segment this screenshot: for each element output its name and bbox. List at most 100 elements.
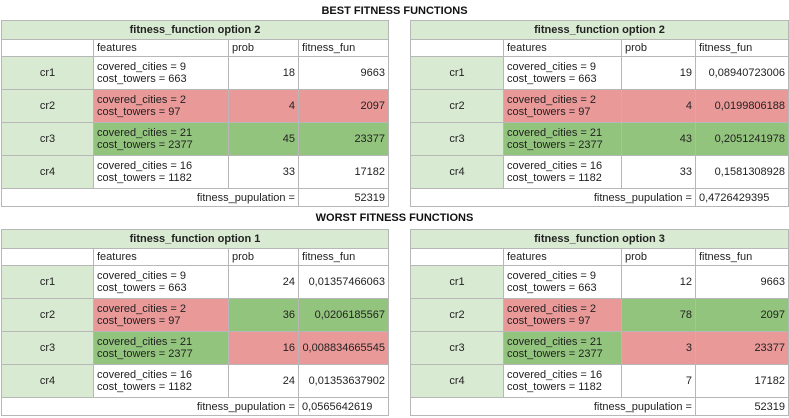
- fitness-cell[interactable]: 9663: [297, 56, 390, 90]
- cr-label[interactable]: cr2: [1, 89, 94, 123]
- cr-label[interactable]: cr4: [1, 364, 94, 398]
- prob-cell[interactable]: 24: [228, 265, 299, 299]
- fitness-cell[interactable]: 0,008834665545: [297, 331, 390, 365]
- cr-label[interactable]: cr1: [410, 265, 504, 299]
- cr-label[interactable]: cr4: [410, 155, 504, 189]
- prob-cell[interactable]: 19: [621, 56, 696, 90]
- fitness-cell[interactable]: 2097: [297, 89, 390, 123]
- fitness-cell[interactable]: 23377: [297, 122, 390, 156]
- cr-label[interactable]: cr4: [1, 155, 94, 189]
- prob-cell[interactable]: 43: [621, 122, 696, 156]
- fitness-population-label[interactable]: fitness_pupulation =: [1, 397, 299, 416]
- cr-label[interactable]: cr1: [410, 56, 504, 90]
- fitness-cell[interactable]: 23377: [694, 331, 789, 365]
- fitness-population-value[interactable]: 0,0565642619: [297, 397, 390, 416]
- table-row: cr1 covered_cities = 9 cost_towers = 663 …: [410, 56, 789, 90]
- prob-cell[interactable]: 4: [621, 89, 696, 123]
- features-cell[interactable]: covered_cities = 16 cost_towers = 1182: [93, 364, 229, 398]
- features-cell[interactable]: covered_cities = 16 cost_towers = 1182: [93, 155, 229, 189]
- features-cell[interactable]: covered_cities = 9 cost_towers = 663: [503, 56, 622, 90]
- table-title[interactable]: fitness_function option 3: [409, 229, 789, 249]
- cr-label[interactable]: cr3: [1, 331, 94, 365]
- prob-cell[interactable]: 16: [228, 331, 299, 365]
- features-cell[interactable]: covered_cities = 2 cost_towers = 97: [503, 298, 622, 332]
- table-worst-left: fitness_function option 1 features prob …: [0, 229, 390, 416]
- cr-label[interactable]: cr2: [410, 298, 504, 332]
- header-features[interactable]: features: [503, 39, 622, 57]
- fitness-cell[interactable]: 2097: [694, 298, 789, 332]
- fitness-cell[interactable]: 0,08940723006: [694, 56, 789, 90]
- table-row: cr4 covered_cities = 16 cost_towers = 118…: [410, 155, 789, 189]
- fitness-cell[interactable]: 0,01353637902: [297, 364, 390, 398]
- header-blank-cell[interactable]: [1, 248, 94, 266]
- header-fitness-fun[interactable]: fitness_fun: [694, 39, 789, 57]
- features-cell[interactable]: covered_cities = 9 cost_towers = 663: [93, 56, 229, 90]
- features-cell[interactable]: covered_cities = 9 cost_towers = 663: [503, 265, 622, 299]
- table-row: cr2 covered_cities = 2 cost_towers = 97 4…: [1, 89, 390, 123]
- prob-cell[interactable]: 78: [621, 298, 696, 332]
- features-cell[interactable]: covered_cities = 2 cost_towers = 97: [93, 298, 229, 332]
- cr-label[interactable]: cr4: [410, 364, 504, 398]
- header-fitness-fun[interactable]: fitness_fun: [694, 248, 789, 266]
- fitness-population-label[interactable]: fitness_pupulation =: [1, 188, 299, 207]
- fitness-cell[interactable]: 17182: [694, 364, 789, 398]
- prob-cell[interactable]: 33: [621, 155, 696, 189]
- table-best-right: fitness_function option 2 features prob …: [409, 20, 789, 207]
- features-cell[interactable]: covered_cities = 21 cost_towers = 2377: [503, 331, 622, 365]
- table-title[interactable]: fitness_function option 2: [0, 20, 390, 40]
- features-cell[interactable]: covered_cities = 16 cost_towers = 1182: [503, 155, 622, 189]
- fitness-population-value[interactable]: 52319: [694, 397, 789, 416]
- fitness-population-label[interactable]: fitness_pupulation =: [410, 397, 696, 416]
- fitness-cell[interactable]: 0,0206185567: [297, 298, 390, 332]
- header-prob[interactable]: prob: [621, 248, 696, 266]
- fitness-cell[interactable]: 17182: [297, 155, 390, 189]
- cr-label[interactable]: cr3: [410, 331, 504, 365]
- fitness-population-value[interactable]: 52319: [297, 188, 390, 207]
- header-fitness-fun[interactable]: fitness_fun: [297, 248, 390, 266]
- prob-cell[interactable]: 24: [228, 364, 299, 398]
- fitness-cell[interactable]: 0,1581308928: [694, 155, 789, 189]
- table-row: cr2 covered_cities = 2 cost_towers = 97 4…: [410, 89, 789, 123]
- table-title[interactable]: fitness_function option 1: [0, 229, 390, 249]
- prob-cell[interactable]: 36: [228, 298, 299, 332]
- prob-cell[interactable]: 33: [228, 155, 299, 189]
- features-cell[interactable]: covered_cities = 21 cost_towers = 2377: [93, 331, 229, 365]
- header-features[interactable]: features: [503, 248, 622, 266]
- fitness-population-label[interactable]: fitness_pupulation =: [410, 188, 696, 207]
- header-blank-cell[interactable]: [410, 248, 504, 266]
- cr-label[interactable]: cr2: [1, 298, 94, 332]
- header-prob[interactable]: prob: [228, 248, 299, 266]
- features-cell[interactable]: covered_cities = 2 cost_towers = 97: [503, 89, 622, 123]
- prob-cell[interactable]: 3: [621, 331, 696, 365]
- features-cell[interactable]: covered_cities = 16 cost_towers = 1182: [503, 364, 622, 398]
- fitness-cell[interactable]: 0,2051241978: [694, 122, 789, 156]
- prob-cell[interactable]: 45: [228, 122, 299, 156]
- features-cell[interactable]: covered_cities = 2 cost_towers = 97: [93, 89, 229, 123]
- header-prob[interactable]: prob: [228, 39, 299, 57]
- fitness-population-value[interactable]: 0,4726429395: [694, 188, 789, 207]
- header-fitness-fun[interactable]: fitness_fun: [297, 39, 390, 57]
- prob-cell[interactable]: 4: [228, 89, 299, 123]
- fitness-cell[interactable]: 9663: [694, 265, 789, 299]
- header-features[interactable]: features: [93, 39, 229, 57]
- features-cell[interactable]: covered_cities = 21 cost_towers = 2377: [503, 122, 622, 156]
- prob-cell[interactable]: 18: [228, 56, 299, 90]
- header-features[interactable]: features: [93, 248, 229, 266]
- table-row: cr2 covered_cities = 2 cost_towers = 97 7…: [410, 298, 789, 332]
- cr-label[interactable]: cr1: [1, 265, 94, 299]
- prob-cell[interactable]: 12: [621, 265, 696, 299]
- fitness-cell[interactable]: 0,0199806188: [694, 89, 789, 123]
- cr-label[interactable]: cr3: [1, 122, 94, 156]
- prob-cell[interactable]: 7: [621, 364, 696, 398]
- table-title[interactable]: fitness_function option 2: [409, 20, 789, 40]
- header-blank-cell[interactable]: [1, 39, 94, 57]
- header-prob[interactable]: prob: [621, 39, 696, 57]
- cr-label[interactable]: cr2: [410, 89, 504, 123]
- fitness-cell[interactable]: 0,01357466063: [297, 265, 390, 299]
- header-blank-cell[interactable]: [410, 39, 504, 57]
- cr-label[interactable]: cr3: [410, 122, 504, 156]
- table-row: cr3 covered_cities = 21 cost_towers = 237…: [410, 331, 789, 365]
- features-cell[interactable]: covered_cities = 21 cost_towers = 2377: [93, 122, 229, 156]
- cr-label[interactable]: cr1: [1, 56, 94, 90]
- features-cell[interactable]: covered_cities = 9 cost_towers = 663: [93, 265, 229, 299]
